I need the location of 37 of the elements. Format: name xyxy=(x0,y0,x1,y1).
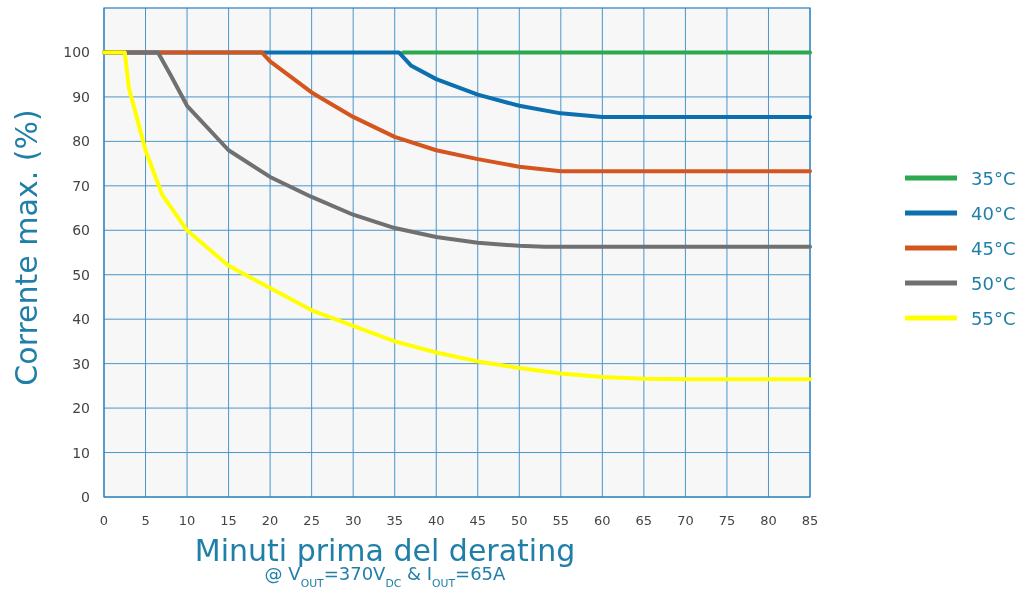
legend-label: 50°C xyxy=(971,273,1016,294)
y-tick-label: 20 xyxy=(72,400,90,417)
x-tick-label: 50 xyxy=(511,513,528,528)
x-tick-label: 45 xyxy=(469,513,487,528)
y-tick-label: 40 xyxy=(72,311,90,328)
x-tick-label: 0 xyxy=(99,513,109,528)
legend-label: 35°C xyxy=(971,168,1016,189)
legend-label: 40°C xyxy=(971,203,1016,224)
legend-label: 45°C xyxy=(971,238,1016,259)
x-tick-label: 10 xyxy=(178,513,196,528)
x-tick-label: 20 xyxy=(261,513,279,528)
x-tick-label: 75 xyxy=(718,513,736,528)
y-tick-label: 30 xyxy=(72,355,90,372)
y-tick-label: 70 xyxy=(72,177,90,194)
y-tick-label: 60 xyxy=(72,222,90,239)
y-tick-label: 80 xyxy=(72,133,90,150)
y-axis-title: Corrente max. (%) xyxy=(9,109,44,386)
y-tick-label: 90 xyxy=(72,88,90,105)
y-tick-label: 10 xyxy=(72,444,90,461)
x-tick-label: 70 xyxy=(677,513,694,528)
x-tick-label: 25 xyxy=(303,513,320,528)
x-tick-label: 65 xyxy=(635,513,653,528)
legend-label: 55°C xyxy=(971,308,1016,329)
x-tick-label: 35 xyxy=(386,513,403,528)
y-tick-label: 50 xyxy=(72,266,90,283)
x-tick-label: 30 xyxy=(344,513,362,528)
y-tick-label: 0 xyxy=(81,489,90,505)
x-axis-title: Minuti prima del derating xyxy=(194,533,576,568)
x-tick-label: 5 xyxy=(141,513,150,528)
x-tick-label: 15 xyxy=(220,513,237,528)
x-tick-label: 60 xyxy=(594,513,611,528)
x-tick-label: 85 xyxy=(801,513,819,528)
x-tick-label: 80 xyxy=(760,513,777,528)
line-series xyxy=(102,50,812,382)
y-tick-label: 100 xyxy=(63,44,90,61)
x-tick-label: 55 xyxy=(552,513,570,528)
x-tick-label: 40 xyxy=(427,513,445,528)
